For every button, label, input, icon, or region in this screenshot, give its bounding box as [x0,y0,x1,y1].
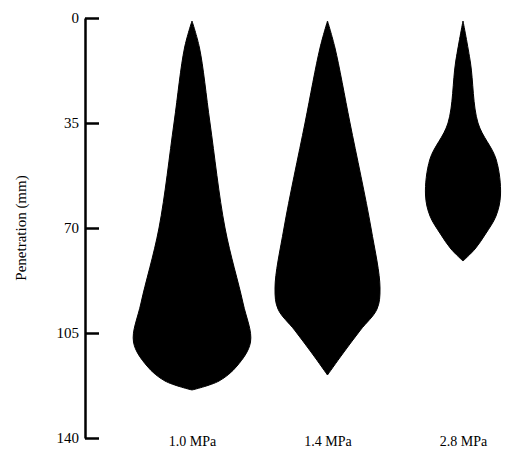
plot-area [133,21,500,390]
y-axis-title: Penetration (mm) [13,175,30,280]
y-tick-mark [85,122,99,125]
x-tick: 2.8 MPa [440,434,488,449]
y-tick-label: 35 [64,115,79,131]
y-tick-label: 105 [57,325,80,341]
category-label: 1.0 MPa [169,434,217,449]
y-tick: 105 [57,325,100,341]
category-label: 1.4 MPa [304,434,352,449]
x-axis: 1.0 MPa 1.4 MPa 2.8 MPa [169,434,488,449]
y-tick-label: 0 [72,10,80,26]
spray-profile [425,21,500,261]
y-tick-label: 70 [64,220,79,236]
y-tick-mark [85,437,99,440]
category-label: 2.8 MPa [440,434,488,449]
x-tick: 1.4 MPa [304,434,352,449]
y-tick: 70 [64,220,99,236]
y-axis: 0 35 70 105 140 [57,10,100,446]
y-tick-mark [85,227,99,230]
spray-profile [275,21,380,375]
y-tick-mark [85,332,99,335]
y-tick: 0 [72,10,100,26]
chart: 0 35 70 105 140 Penetration (mm) 1.0 MPa 1.4 MP… [0,0,524,455]
y-tick-label: 140 [57,430,80,446]
spray-profile [133,21,251,390]
x-tick: 1.0 MPa [169,434,217,449]
y-tick: 140 [57,430,100,446]
y-tick: 35 [64,115,99,131]
y-tick-mark [85,17,99,20]
